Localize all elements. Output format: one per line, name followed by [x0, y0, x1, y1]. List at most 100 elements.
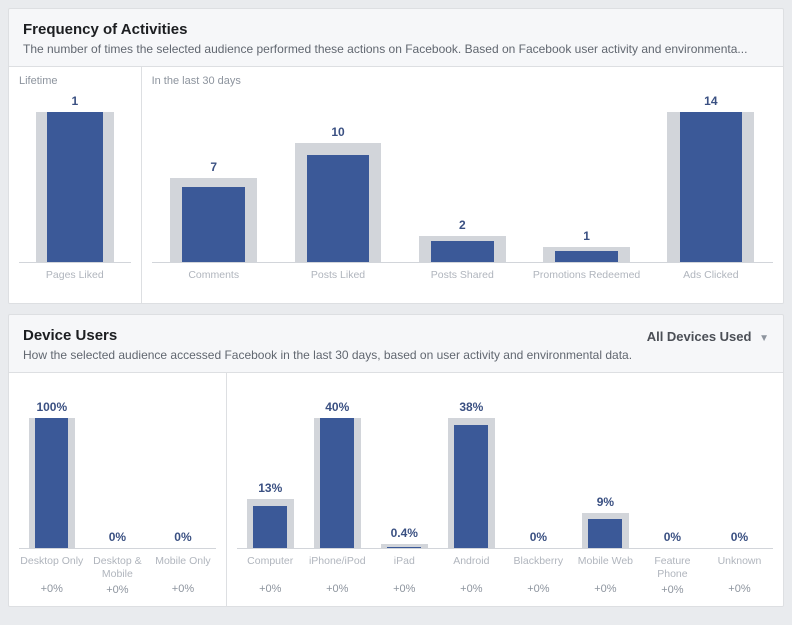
- bar[interactable]: [543, 247, 630, 262]
- bar[interactable]: [36, 112, 114, 262]
- frequency-subtitle: The number of times the selected audienc…: [23, 42, 769, 56]
- bar-caption: Comments: [188, 269, 239, 293]
- bar-fg: [680, 112, 743, 262]
- bars-row: 7 Comments 10 Posts Liked 2 Posts Shared 1 Prom…: [152, 95, 773, 293]
- bar-wrap: 14: [649, 95, 773, 263]
- bar[interactable]: [170, 178, 257, 262]
- devices-subtitle: How the selected audience accessed Faceb…: [23, 348, 769, 362]
- bar-fg: [588, 519, 622, 548]
- bar-caption: Promotions Redeemed: [533, 269, 640, 293]
- bar-value: 7: [210, 160, 217, 175]
- frequency-card: Frequency of Activities The number of ti…: [8, 8, 784, 304]
- bar-column: 1 Promotions Redeemed: [524, 95, 648, 293]
- bar-value: 0%: [109, 530, 126, 545]
- bar-value: 2: [459, 218, 466, 233]
- bar-fg: [320, 418, 354, 548]
- bar-value: 0%: [174, 530, 191, 545]
- bar-column: 0%Unknown+0%: [706, 401, 773, 596]
- bar-value: 40%: [325, 400, 349, 415]
- bar-fg: [387, 547, 421, 548]
- bar-caption: Posts Shared: [431, 269, 494, 293]
- chevron-down-icon: ▼: [759, 333, 769, 344]
- bar-caption: Android: [453, 555, 489, 579]
- bar-wrap: 9%: [572, 401, 639, 549]
- bar-delta: +0%: [460, 583, 482, 595]
- bar-value: 1: [583, 229, 590, 244]
- bar-delta: +0%: [661, 584, 683, 596]
- bar-wrap: 40%: [304, 401, 371, 549]
- bar-caption: Blackberry: [514, 555, 564, 579]
- bar-column: 7 Comments: [152, 95, 276, 293]
- bar-column: 0% Blackberry +0%: [505, 401, 572, 596]
- bar-value: 1: [71, 94, 78, 109]
- bar[interactable]: [247, 499, 294, 548]
- bar-column: 9%Mobile Web+0%: [572, 401, 639, 596]
- bar-wrap: 0%: [505, 401, 572, 549]
- bar-wrap: 0.4%: [371, 401, 438, 549]
- frequency-chart-panels: Lifetime1Pages LikedIn the last 30 days7…: [9, 66, 783, 303]
- bar-caption: Pages Liked: [46, 269, 104, 293]
- chart-panel: In the last 30 days 7 Comments 10 Posts Like…: [141, 67, 783, 303]
- bar-wrap: 0%: [639, 401, 706, 549]
- bar-column: 0%Desktop & Mobile+0%: [85, 401, 151, 596]
- bar-column: 2 Posts Shared: [400, 95, 524, 293]
- bar-value: 0%: [731, 530, 748, 545]
- bar-wrap: 10: [276, 95, 400, 263]
- devices-filter-dropdown[interactable]: All Devices Used ▼: [647, 329, 769, 344]
- bar-value: 13%: [258, 481, 282, 496]
- bar[interactable]: [295, 143, 382, 262]
- bar[interactable]: [381, 544, 428, 548]
- panel-label: In the last 30 days: [152, 75, 773, 89]
- bar-wrap: 100%: [19, 401, 85, 549]
- bar-column: 100% Desktop Only +0%: [19, 401, 85, 596]
- bar-caption: Desktop & Mobile: [85, 555, 151, 580]
- bar-fg: [182, 187, 245, 262]
- bar-fg: [454, 425, 488, 549]
- bar-fg: [47, 112, 103, 262]
- bar-fg: [35, 418, 68, 548]
- bars-row: 1 Pages Liked: [19, 95, 131, 293]
- devices-chart-panels: 100% Desktop Only +0% 0% Desktop & Mobile +0%…: [9, 372, 783, 606]
- bar-caption: iPad: [394, 555, 415, 579]
- bar[interactable]: [29, 418, 75, 548]
- bar-caption: Computer: [247, 555, 293, 579]
- panel-label: [237, 381, 773, 395]
- bar-column: 10 Posts Liked: [276, 95, 400, 293]
- bar-delta: +0%: [259, 583, 281, 595]
- bar[interactable]: [448, 418, 495, 548]
- bar-value: 9%: [597, 495, 614, 510]
- bar[interactable]: [314, 418, 361, 548]
- bar-caption: Mobile Only: [155, 555, 210, 579]
- frequency-card-header: Frequency of Activities The number of ti…: [9, 9, 783, 66]
- bar-caption: Desktop Only: [20, 555, 83, 579]
- bar-value: 0.4%: [391, 526, 418, 541]
- chart-panel: Lifetime1Pages Liked: [9, 67, 141, 303]
- panel-label: [19, 381, 216, 395]
- bar-wrap: 7: [152, 95, 276, 263]
- chart-panel: 13%Computer+0%40%iPhone/iPod+0%0.4%iPad+…: [226, 373, 783, 606]
- bar-wrap: 13%: [237, 401, 304, 549]
- bar-value: 10: [331, 125, 344, 140]
- bar-value: 0%: [664, 530, 681, 545]
- bar-caption: Posts Liked: [311, 269, 365, 293]
- bar[interactable]: [667, 112, 754, 262]
- bar-wrap: 1: [524, 95, 648, 263]
- devices-filter-label: All Devices Used: [647, 329, 752, 344]
- bar-wrap: 38%: [438, 401, 505, 549]
- bar-caption: Feature Phone: [639, 555, 706, 580]
- bar-caption: Unknown: [718, 555, 762, 579]
- bar-delta: +0%: [41, 583, 63, 595]
- bar-delta: +0%: [527, 583, 549, 595]
- bar-column: 0% Feature Phone +0%: [639, 401, 706, 596]
- bar[interactable]: [582, 513, 629, 548]
- bar-caption: Mobile Web: [578, 555, 633, 579]
- bar-delta: +0%: [326, 583, 348, 595]
- frequency-title: Frequency of Activities: [23, 21, 769, 38]
- chart-panel: 100% Desktop Only +0% 0% Desktop & Mobile +0%…: [9, 373, 226, 606]
- bar-wrap: 2: [400, 95, 524, 263]
- bars-row: 13%Computer+0%40%iPhone/iPod+0%0.4%iPad+…: [237, 401, 773, 596]
- bar[interactable]: [419, 236, 506, 262]
- bar-delta: +0%: [393, 583, 415, 595]
- bar-column: 0%Mobile Only+0%: [150, 401, 216, 596]
- bar-fg: [555, 251, 618, 262]
